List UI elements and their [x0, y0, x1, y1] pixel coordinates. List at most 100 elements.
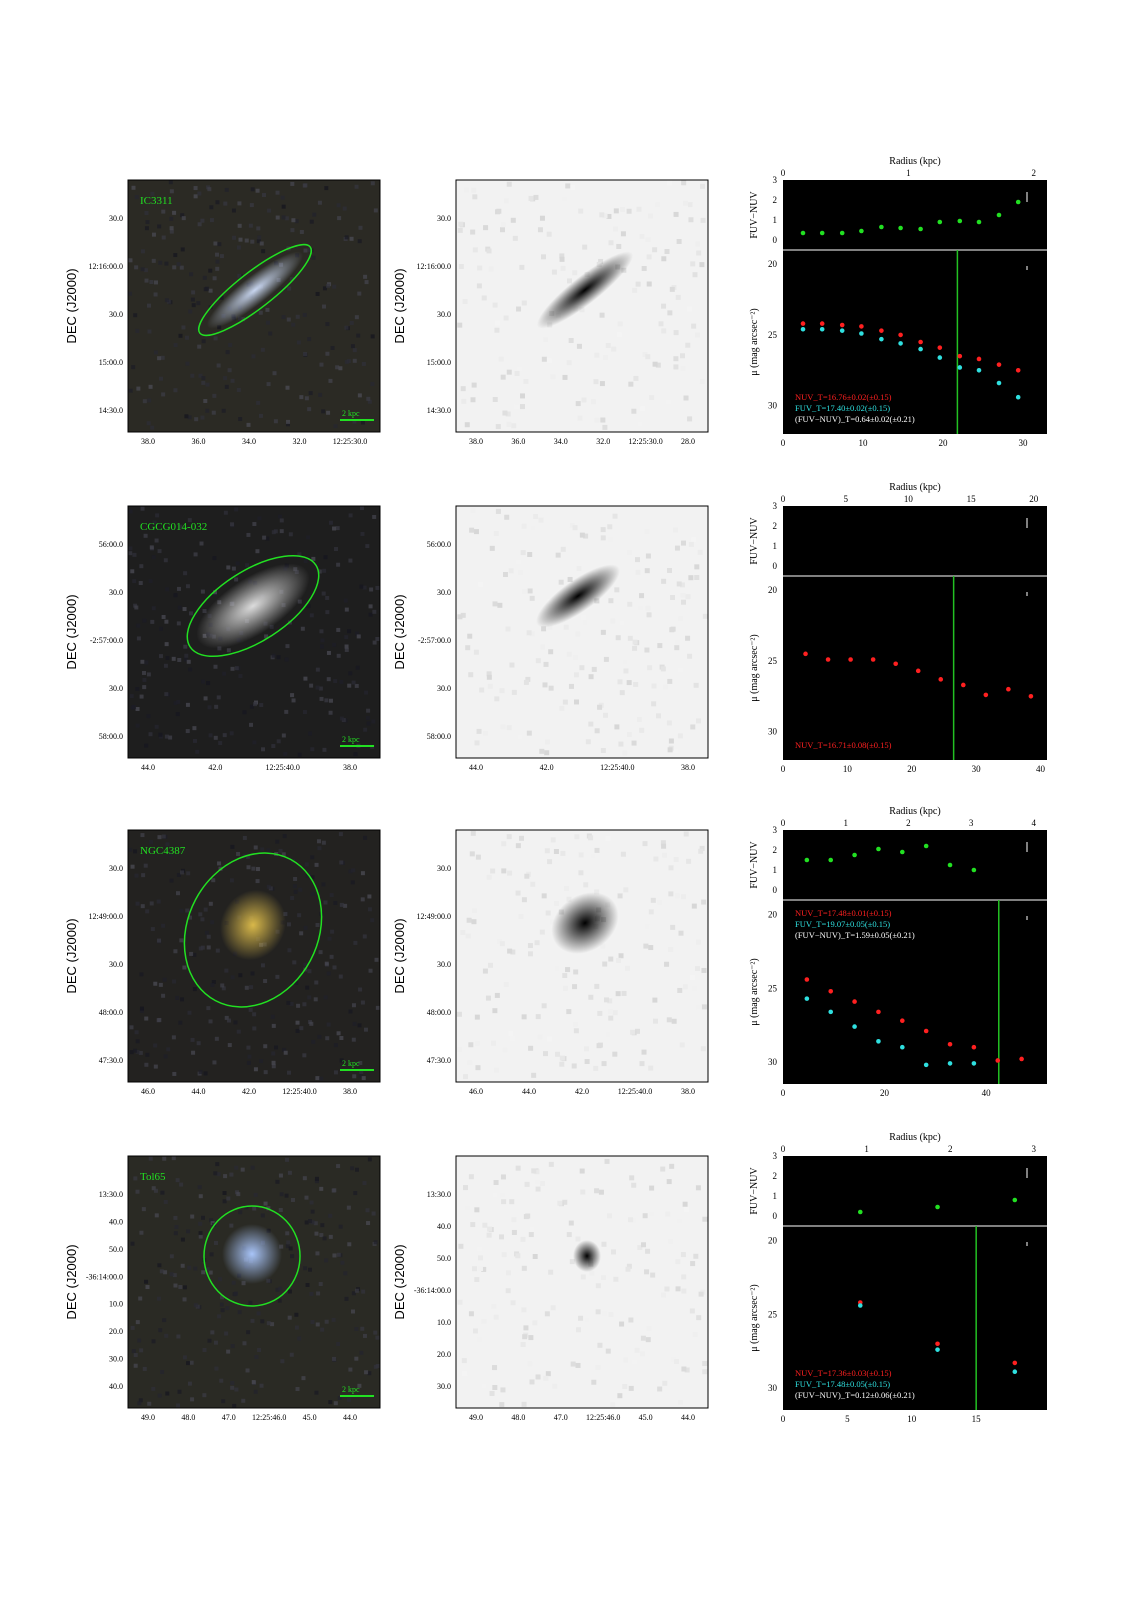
color-point: [971, 867, 977, 873]
color-tick-label: 3: [773, 501, 778, 511]
dec-tick-label: 30.0: [437, 310, 451, 319]
nuv-point: [960, 682, 966, 688]
ra-tick-label: 44.0: [469, 763, 483, 772]
fuv-point: [800, 326, 806, 332]
kpc-tick-label: 3: [969, 818, 974, 828]
ra-tick-label: 12:25:46.0: [252, 1413, 286, 1422]
color-axis-label: FUV−NUV: [749, 517, 760, 565]
dec-axis-label: DEC (J2000): [64, 268, 79, 343]
nuv-point: [859, 324, 864, 329]
color-image-panel: IC3311 2 kpc 30.0 12:16:00.0 30.0 15:00.0 14:3…: [64, 179, 381, 465]
ra-tick-label: 32.0: [596, 437, 610, 446]
dec-tick-label: 12:49:00.0: [89, 912, 123, 921]
galaxy-name-label: CGCG014-032: [140, 521, 207, 533]
arcsec-tick-label: 10: [843, 764, 853, 774]
dec-tick-label: 47:30.0: [99, 1056, 123, 1065]
dec-tick-label: 30.0: [109, 864, 123, 873]
color-point: [876, 846, 881, 852]
ra-tick-label: 36.0: [511, 437, 525, 446]
galaxy-row: Tol65 2 kpc 13:30.0 40.0 50.0 -36:14:00.0 10.0…: [0, 1126, 1131, 1441]
aperture-ellipse: [183, 852, 323, 1008]
color-point: [947, 862, 953, 868]
ra-tick-label: 48.0: [511, 1413, 525, 1422]
color-point: [879, 224, 884, 230]
kpc-axis-label: Radius (kpc): [889, 156, 940, 167]
mu-tick-label: 25: [768, 656, 778, 666]
dec-tick-label: 58:00.0: [99, 732, 123, 741]
aperture-ellipse: [197, 243, 313, 337]
nuv-point: [876, 1009, 881, 1015]
color-point: [1012, 1197, 1018, 1203]
mu-tick-label: 30: [768, 1383, 778, 1393]
dec-tick-label: 20.0: [437, 1350, 451, 1359]
color-point: [937, 219, 943, 225]
dec-axis-label: DEC (J2000): [64, 594, 79, 669]
color-point: [1015, 199, 1021, 205]
color-point: [976, 219, 982, 225]
legend-entry: (FUV−NUV)_T=1.59±0.05(±0.21): [795, 930, 915, 940]
dec-tick-label: 20.0: [109, 1327, 123, 1336]
kpc-tick-label: 3: [1032, 1144, 1037, 1154]
color-tick-label: 0: [773, 235, 778, 245]
scale-bar-label: 2 kpc: [342, 409, 360, 418]
dec-tick-label: 14:30.0: [427, 406, 451, 415]
color-axis-label: FUV−NUV: [749, 841, 760, 889]
color-point: [935, 1204, 940, 1210]
ra-tick-label: 42.0: [540, 763, 554, 772]
dec-tick-label: 15:00.0: [99, 358, 123, 367]
nuv-point: [971, 1044, 977, 1050]
ra-tick-label: 48.0: [181, 1413, 195, 1422]
dec-tick-label: 30.0: [109, 1355, 123, 1364]
dec-axis-label: DEC (J2000): [392, 594, 407, 669]
nuv-point: [983, 692, 989, 698]
nuv-point: [1006, 686, 1011, 692]
nuv-point: [879, 328, 884, 333]
galaxy-image: [536, 251, 634, 329]
row-svg: Tol65 2 kpc 13:30.0 40.0 50.0 -36:14:00.0 10.0…: [64, 1132, 1047, 1441]
dec-tick-label: 48:00.0: [427, 1008, 451, 1017]
kpc-tick-label: 1: [906, 168, 911, 178]
ra-tick-label: 46.0: [141, 1087, 155, 1096]
ra-tick-label: 47.0: [222, 1413, 236, 1422]
mu-tick-label: 25: [768, 330, 778, 340]
profile-plot: NUV_T=17.36±0.03(±0.15)FUV_T=17.48±0.05(…: [749, 1132, 1047, 1439]
ra-tick-label: 46.0: [469, 1087, 483, 1096]
nuv-point: [852, 999, 857, 1004]
dec-tick-label: -2:57:00.0: [90, 636, 123, 645]
galaxy-emission: [220, 889, 286, 961]
kpc-tick-label: 4: [1032, 818, 1037, 828]
dec-tick-label: -36:14:00.0: [414, 1286, 451, 1295]
nuv-point: [918, 339, 923, 345]
aperture-ellipse: [203, 1205, 301, 1307]
row-svg: CGCG014-032 2 kpc 56:00.0 30.0 -2:57:00.0 30.…: [64, 482, 1047, 791]
dec-tick-label: 58:00.0: [427, 732, 451, 741]
arcsec-tick-label: 20: [907, 764, 917, 774]
color-tick-label: 0: [773, 1211, 778, 1221]
dec-tick-label: 30.0: [437, 864, 451, 873]
color-tick-label: 1: [773, 541, 778, 551]
dec-tick-label: 30.0: [437, 214, 451, 223]
mu-tick-label: 20: [768, 1236, 778, 1246]
fuv-point: [876, 1039, 881, 1044]
galaxy-image: [573, 1240, 601, 1272]
ra-tick-label: 42.0: [208, 763, 222, 772]
dec-tick-label: 50.0: [109, 1245, 123, 1254]
aperture-ellipse: [186, 554, 320, 658]
galaxy-row: NGC4387 2 kpc 30.0 12:49:00.0 30.0 48:00.0 47:…: [0, 800, 1131, 1115]
nuv-point: [938, 677, 944, 682]
nuv-point: [839, 322, 845, 328]
galaxy-row: CGCG014-032 2 kpc 56:00.0 30.0 -2:57:00.0 30.…: [0, 476, 1131, 791]
color-point: [957, 218, 963, 224]
dec-tick-label: -36:14:00.0: [86, 1272, 123, 1281]
galaxy-emission: [206, 251, 304, 329]
fuv-point: [857, 1303, 863, 1308]
dec-axis-label: DEC (J2000): [392, 1244, 407, 1319]
fuv-point: [947, 1061, 953, 1066]
scale-bar-label: 2 kpc: [342, 735, 360, 744]
color-point: [900, 849, 905, 855]
dec-axis-label: DEC (J2000): [64, 918, 79, 993]
color-tick-label: 2: [773, 195, 778, 205]
nuv-point: [828, 988, 834, 994]
ra-tick-label: 28.0: [681, 437, 695, 446]
